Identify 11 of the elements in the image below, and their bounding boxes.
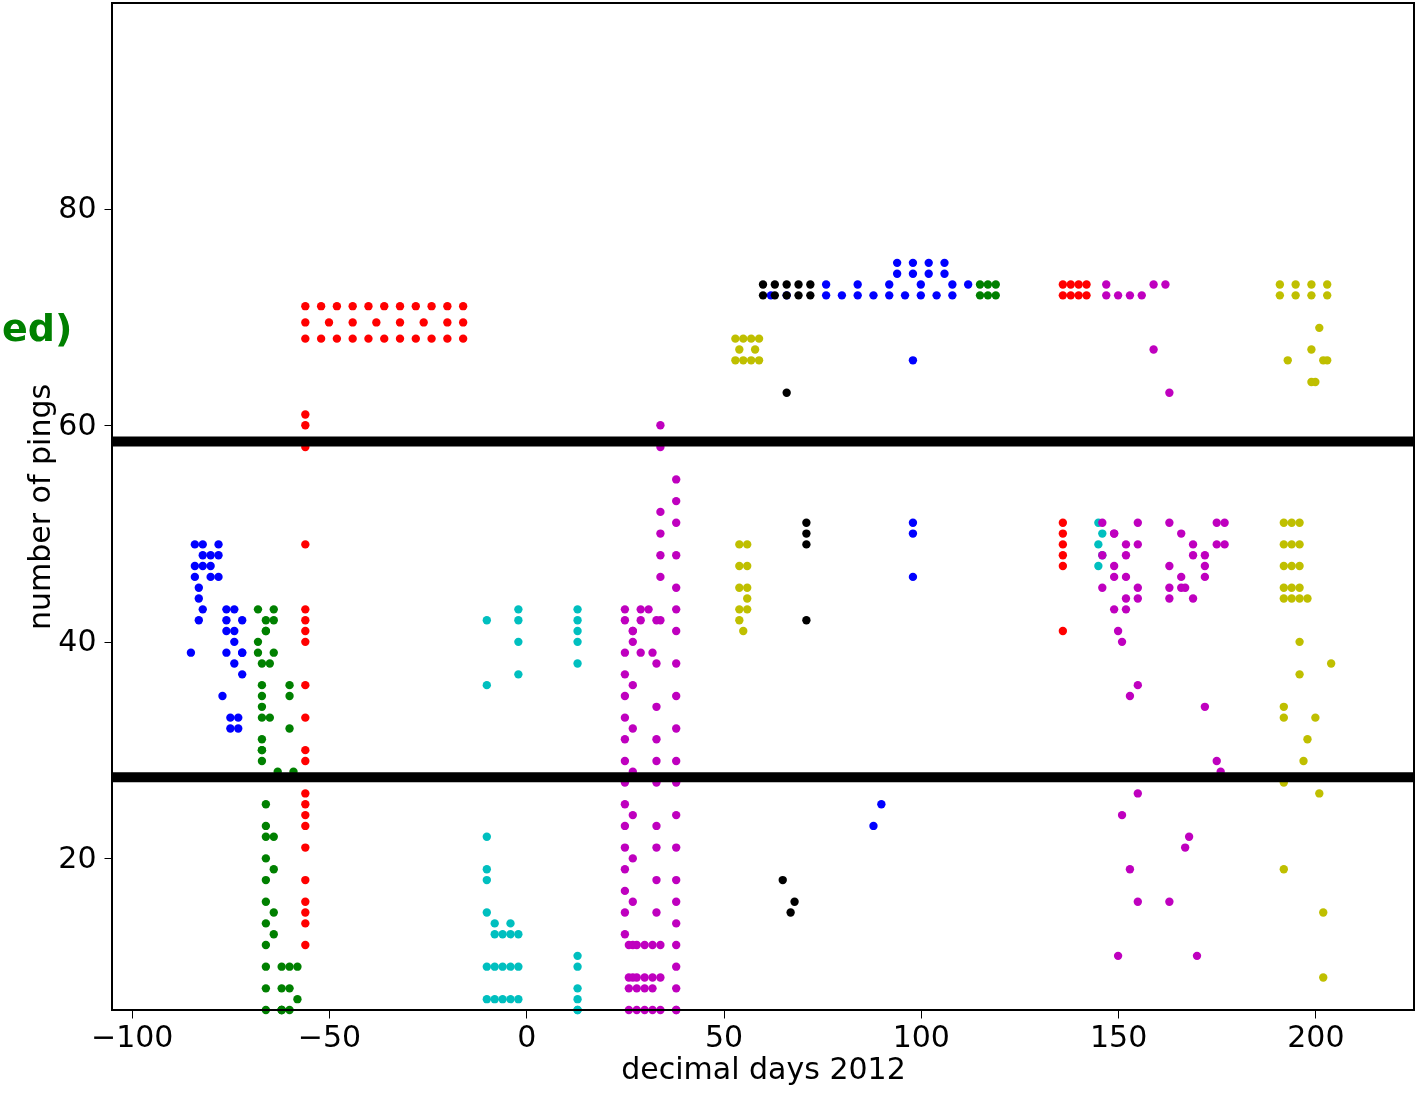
x-tick-label: −50 bbox=[297, 1018, 362, 1054]
y-axis-title: number of pings bbox=[22, 383, 58, 631]
x-tick-label: 150 bbox=[1089, 1018, 1148, 1054]
y-tick-label: 80 bbox=[58, 190, 97, 226]
text: ed) bbox=[2, 306, 73, 350]
y-tick-label: 20 bbox=[58, 839, 97, 875]
y-tick-label: 60 bbox=[58, 406, 97, 442]
x-tick-label: 200 bbox=[1287, 1018, 1345, 1054]
x-tick-label: 0 bbox=[517, 1018, 537, 1054]
x-tick-label: −100 bbox=[91, 1018, 174, 1054]
y-tick-label: 40 bbox=[58, 623, 97, 659]
